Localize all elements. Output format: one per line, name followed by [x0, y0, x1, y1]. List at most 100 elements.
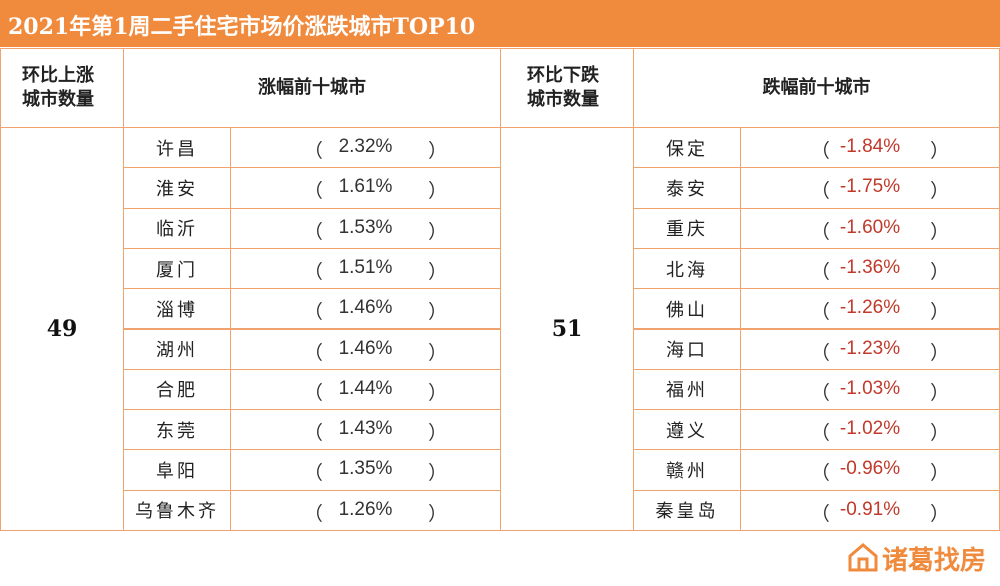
paren-close: ）: [930, 141, 950, 162]
paren-open: （: [303, 463, 323, 485]
paren-close: ）: [930, 302, 950, 324]
value-cell: （ 1.61% ）: [230, 167, 501, 209]
city-name: 乌鲁木齐: [135, 501, 219, 523]
paren-close: ）: [428, 261, 448, 283]
paren-open: （: [303, 221, 323, 243]
header-cell: 跌幅前十城市: [633, 48, 1000, 128]
value-cell: （ 1.53% ）: [230, 207, 501, 249]
value-cell: （ 1.44% ）: [230, 368, 501, 411]
city-name: 湖州: [156, 340, 198, 362]
paren-close: ）: [428, 382, 448, 404]
value-cell: （ -1.84% ）: [740, 127, 1000, 169]
paren-close: ）: [428, 342, 448, 364]
watermark-text: 诸葛找房: [882, 546, 987, 576]
paren-open: （: [810, 423, 830, 445]
city-name: 福州: [666, 380, 708, 402]
header-text: 涨幅前十城市: [258, 77, 366, 98]
paren-open: （: [303, 302, 323, 324]
paren-open: （: [810, 382, 830, 404]
city-cell: 淮安: [123, 167, 231, 209]
value-cell: （ -1.75% ）: [740, 167, 1000, 209]
paren-open: （: [810, 221, 830, 243]
change-value: 1.44%: [338, 377, 393, 399]
header-cell: 涨幅前十城市: [123, 48, 501, 128]
city-cell: 北海: [633, 247, 741, 290]
paren-open: （: [303, 423, 323, 445]
change-value: -1.23%: [839, 337, 901, 359]
paren-open: （: [810, 463, 830, 485]
change-value: -1.36%: [839, 256, 901, 278]
paren-open: （: [810, 342, 830, 364]
paren-close: ）: [930, 342, 950, 364]
paren-close: ）: [428, 503, 448, 525]
paren-close: ）: [930, 261, 950, 283]
change-value: 1.46%: [338, 337, 393, 359]
paren-open: （: [810, 141, 830, 162]
city-cell: 乌鲁木齐: [123, 489, 231, 531]
header-cell: 环比下跌城市数量: [500, 48, 634, 128]
value-cell: （ -1.26% ）: [740, 288, 1000, 330]
change-value: 1.51%: [338, 256, 393, 278]
paren-close: ）: [930, 463, 950, 485]
city-name: 重庆: [666, 219, 708, 241]
change-value: -1.26%: [839, 297, 901, 319]
change-value: 1.35%: [338, 458, 393, 480]
city-cell: 福州: [633, 368, 741, 411]
city-cell: 遵义: [633, 409, 741, 451]
change-value: -1.84%: [839, 136, 901, 157]
paren-open: （: [303, 503, 323, 525]
value-cell: （ -1.02% ）: [740, 409, 1000, 451]
city-name: 赣州: [666, 461, 708, 483]
value-cell: （ -1.23% ）: [740, 328, 1000, 370]
paren-close: ）: [930, 181, 950, 203]
paren-open: （: [810, 302, 830, 324]
value-cell: （ -1.36% ）: [740, 247, 1000, 290]
city-cell: 海口: [633, 328, 741, 370]
value-cell: （ -0.91% ）: [740, 489, 1000, 531]
paren-close: ）: [930, 382, 950, 404]
header-text: 跌幅前十城市: [762, 77, 871, 98]
change-value: -1.03%: [839, 377, 901, 399]
city-name: 淄博: [156, 299, 198, 321]
value-cell: （ -1.60% ）: [740, 207, 1000, 249]
value-cell: （ 1.46% ）: [230, 328, 501, 370]
city-cell: 秦皇岛: [633, 489, 741, 531]
city-name: 阜阳: [156, 461, 198, 483]
title-bar: 2021年第1周二手住宅市场价涨跌城市TOP10: [0, 0, 1000, 47]
city-name: 厦门: [156, 259, 198, 281]
city-cell: 赣州: [633, 449, 741, 491]
fall-count: 51: [551, 316, 583, 342]
rise-count: 49: [46, 316, 78, 342]
paren-open: （: [303, 141, 323, 162]
paren-open: （: [303, 382, 323, 404]
change-value: -1.75%: [839, 176, 901, 198]
city-cell: 淄博: [123, 288, 231, 330]
header-text: 环比上涨城市数量: [22, 65, 94, 110]
change-value: 1.43%: [338, 418, 393, 440]
city-name: 保定: [666, 138, 708, 160]
paren-close: ）: [428, 423, 448, 445]
change-value: 1.61%: [338, 176, 393, 198]
city-cell: 许昌: [123, 127, 231, 169]
paren-close: ）: [428, 141, 448, 162]
paren-close: ）: [930, 221, 950, 243]
paren-close: ）: [428, 181, 448, 203]
value-cell: （ 1.46% ）: [230, 288, 501, 330]
city-name: 遵义: [666, 420, 708, 442]
paren-open: （: [810, 261, 830, 283]
change-value: 1.46%: [338, 297, 393, 319]
city-cell: 临沂: [123, 207, 231, 249]
city-cell: 佛山: [633, 288, 741, 330]
paren-open: （: [810, 503, 830, 525]
value-cell: （ -0.96% ）: [740, 449, 1000, 491]
logo-icon: [848, 543, 878, 572]
city-name: 秦皇岛: [655, 501, 719, 523]
city-cell: 合肥: [123, 368, 231, 411]
header-text: 环比下跌城市数量: [527, 65, 599, 110]
paren-close: ）: [930, 423, 950, 445]
city-cell: 厦门: [123, 247, 231, 290]
change-value: 1.26%: [338, 498, 393, 520]
city-name: 北海: [666, 259, 708, 281]
city-name: 泰安: [666, 178, 708, 200]
city-name: 许昌: [156, 138, 198, 160]
